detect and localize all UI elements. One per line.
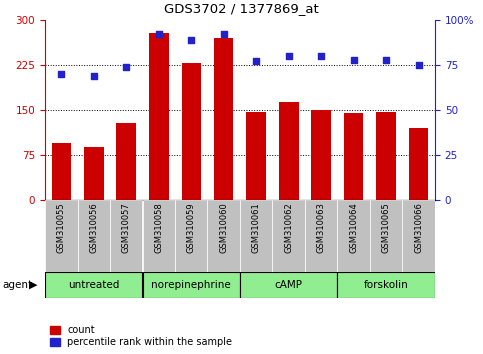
Bar [312,110,331,200]
Bar [305,200,338,272]
Text: untreated: untreated [68,280,119,290]
Text: GSM310064: GSM310064 [349,202,358,253]
Text: norepinephrine: norepinephrine [151,280,231,290]
Bar [240,200,272,272]
Legend: count, percentile rank within the sample: count, percentile rank within the sample [50,325,232,347]
Text: GSM310061: GSM310061 [252,202,261,253]
Bar [45,272,142,298]
Point [155,32,163,37]
Bar [344,113,364,200]
Text: GSM310057: GSM310057 [122,202,131,253]
Bar [175,200,208,272]
Text: GSM310055: GSM310055 [57,202,66,253]
Bar [279,102,298,200]
Bar [45,200,77,272]
Point [253,58,260,64]
Point [220,32,227,37]
Bar [377,112,396,200]
Bar [110,200,142,272]
Bar [409,128,428,200]
Text: GSM310056: GSM310056 [89,202,98,253]
Bar [402,200,435,272]
Bar [208,200,240,272]
Point [57,71,65,77]
Point [383,57,390,62]
Bar [149,33,169,200]
Point [415,62,423,68]
Bar [142,200,175,272]
Text: cAMP: cAMP [275,280,303,290]
Bar [272,200,305,272]
Bar [370,200,402,272]
Bar [52,143,71,200]
Point [187,37,195,42]
Bar [246,113,266,200]
Text: GDS3702 / 1377869_at: GDS3702 / 1377869_at [164,2,319,16]
Text: agent: agent [2,280,32,290]
Point [122,64,130,70]
Bar [142,272,240,298]
Point [285,53,293,59]
Bar [116,123,136,200]
Bar [338,272,435,298]
Text: GSM310065: GSM310065 [382,202,391,253]
Text: GSM310059: GSM310059 [187,202,196,253]
Bar [338,200,370,272]
Point [317,53,325,59]
Text: GSM310058: GSM310058 [154,202,163,253]
Text: forskolin: forskolin [364,280,409,290]
Text: ▶: ▶ [28,280,37,290]
Text: GSM310066: GSM310066 [414,202,423,253]
Point [350,57,357,62]
Bar [240,272,338,298]
Bar [84,147,103,200]
Bar [214,38,233,200]
Text: GSM310063: GSM310063 [317,202,326,253]
Bar [182,63,201,200]
Bar [77,200,110,272]
Text: GSM310062: GSM310062 [284,202,293,253]
Text: GSM310060: GSM310060 [219,202,228,253]
Point [90,73,98,79]
